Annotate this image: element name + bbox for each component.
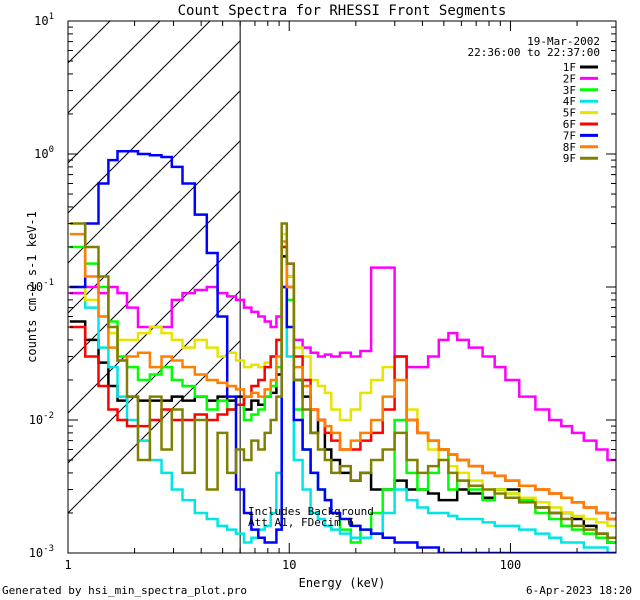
legend-label-9F: 9F [563,152,576,165]
hatch-line [68,290,241,464]
legend-label-3F: 3F [563,84,576,97]
hatch-line [68,21,111,64]
series-line-4F [69,285,616,553]
hatch-line [68,340,241,514]
x-tick-label: 100 [500,558,522,572]
y-tick-label: 100 [34,145,54,161]
legend-label-7F: 7F [563,129,576,142]
y-tick-label: 101 [34,12,54,28]
legend-label-6F: 6F [563,118,576,131]
legend-label-2F: 2F [563,72,576,85]
hatch-line [68,21,161,114]
annotation-line-2: Att A1, FDecim 6 [248,516,354,529]
hatch-line [68,40,241,214]
x-tick-label: 10 [282,558,296,572]
legend-label-5F: 5F [563,107,576,120]
legend-label-4F: 4F [563,95,576,108]
series-line-6F [69,245,616,521]
chart-title: Count Spectra for RHESSI Front Segments [178,3,507,19]
series-line-5F [69,232,616,528]
x-axis-label: Energy (keV) [299,576,386,590]
hatch-line [68,140,241,314]
series-line-9F [69,222,616,540]
x-tick-label: 1 [64,558,71,572]
series-line-2F [69,262,616,462]
y-axis-label: counts cm-2 s-1 keV-1 [25,211,39,363]
y-tick-label: 10-2 [29,411,54,427]
time-range-label: 22:36:00 to 22:37:00 [468,46,600,59]
hatch-line [68,90,241,264]
hatch-line [68,21,211,164]
legend-label-8F: 8F [563,141,576,154]
hatched-region [68,21,241,553]
legend-label-1F: 1F [563,61,576,74]
date-label: 19-Mar-2002 [527,35,600,48]
y-tick-label: 10-3 [29,544,54,560]
series-line-7F [69,149,616,553]
footer-generated-by: Generated by hsi_min_spectra_plot.pro [2,584,247,597]
hatch-line [68,190,241,364]
series-line-8F [69,232,616,521]
footer-timestamp: 6-Apr-2023 18:20 [526,584,632,597]
annotation-line-1: Includes Background [248,505,374,518]
